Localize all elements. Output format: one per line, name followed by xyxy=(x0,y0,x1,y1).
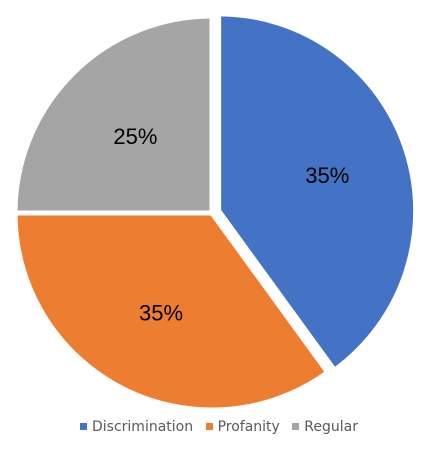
legend-swatch-regular xyxy=(292,423,300,430)
pie-slice-profanity xyxy=(12,210,332,413)
legend-label-regular: Regular xyxy=(304,419,358,435)
data-label-discrimination: 35% xyxy=(305,163,349,188)
legend-label-discrimination: Discrimination xyxy=(92,419,194,435)
legend-swatch-discrimination xyxy=(80,423,87,430)
legend-item-discrimination: Discrimination xyxy=(80,419,193,435)
legend-label-profanity: Profanity xyxy=(217,419,280,435)
pie-slice-discrimination xyxy=(216,11,419,374)
data-label-regular: 25% xyxy=(113,124,157,149)
data-label-profanity: 35% xyxy=(139,301,183,326)
legend: Discrimination Profanity Regular xyxy=(0,419,438,435)
legend-item-regular: Regular xyxy=(292,419,358,435)
legend-swatch-profanity xyxy=(205,423,213,430)
legend-item-profanity: Profanity xyxy=(205,419,280,435)
pie-slice-regular xyxy=(12,13,215,216)
